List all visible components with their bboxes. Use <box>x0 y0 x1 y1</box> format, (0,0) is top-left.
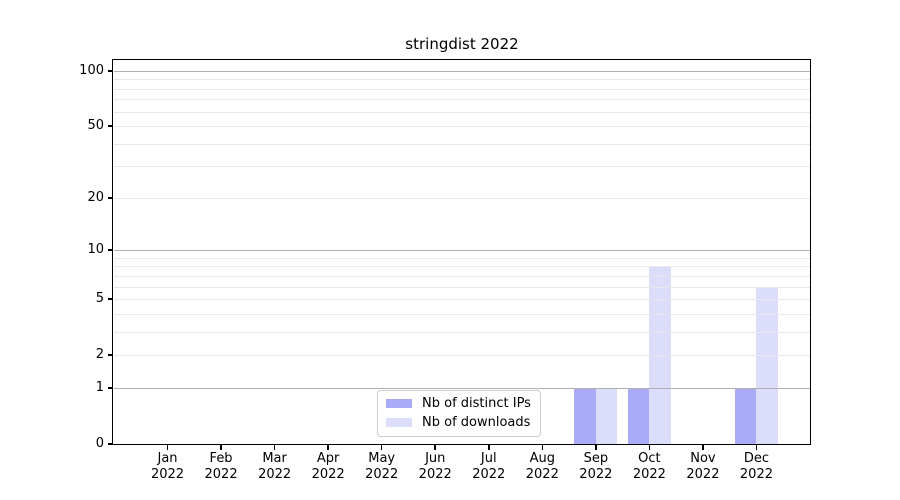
x-axis-tick <box>166 445 169 450</box>
x-tick-label: Feb 2022 <box>189 451 253 483</box>
x-tick-label: Oct 2022 <box>617 451 681 483</box>
x-tick-month: Dec <box>743 451 770 466</box>
legend-label-distinct-ips: Nb of distinct IPs <box>422 396 531 411</box>
legend: Nb of distinct IPs Nb of downloads <box>377 390 541 437</box>
bar-downloads <box>595 387 618 444</box>
y-axis-tick <box>108 197 113 199</box>
gridline-minor <box>114 355 810 357</box>
x-tick-label: Mar 2022 <box>243 451 307 483</box>
x-tick-month: Nov <box>690 451 716 466</box>
gridline-minor <box>114 313 810 315</box>
bar-distinct-ips <box>627 387 650 444</box>
x-axis-tick <box>755 445 758 450</box>
gridline-major <box>114 387 810 389</box>
x-tick-label: Jun 2022 <box>403 451 467 483</box>
x-tick-label: May 2022 <box>350 451 414 483</box>
legend-label-downloads: Nb of downloads <box>422 415 531 430</box>
x-axis-tick <box>541 445 544 450</box>
gridline-minor <box>114 111 810 113</box>
x-tick-month: Feb <box>209 451 233 466</box>
x-tick-year: 2022 <box>311 467 345 482</box>
y-tick-label: 20 <box>87 189 104 205</box>
gridline-minor <box>114 197 810 199</box>
x-tick-year: 2022 <box>204 467 238 482</box>
gridline-major <box>114 70 810 72</box>
bar-distinct-ips <box>734 387 757 444</box>
x-tick-year: 2022 <box>418 467 452 482</box>
y-tick-label: 2 <box>95 347 104 363</box>
gridline-minor <box>114 257 810 259</box>
gridline-minor <box>114 88 810 90</box>
x-tick-label: Sep 2022 <box>564 451 628 483</box>
legend-entry-distinct-ips: Nb of distinct IPs <box>386 396 531 411</box>
gridline-minor <box>114 266 810 268</box>
legend-swatch-distinct-ips <box>386 399 412 408</box>
x-tick-month: Sep <box>583 451 609 466</box>
x-tick-month: Jul <box>480 451 497 466</box>
x-axis-tick <box>595 445 597 450</box>
y-axis-tick <box>108 443 113 445</box>
x-tick-year: 2022 <box>258 467 292 482</box>
gridline-minor <box>114 286 810 288</box>
x-tick-month: Aug <box>529 451 555 466</box>
gridline-minor <box>114 99 810 101</box>
gridline-minor <box>114 79 810 81</box>
gridline-minor <box>114 166 810 168</box>
x-tick-month: May <box>368 451 396 466</box>
plot-area <box>114 61 810 444</box>
x-tick-year: 2022 <box>632 467 666 482</box>
bar-downloads <box>649 266 671 444</box>
y-axis-tick <box>108 70 113 72</box>
y-tick-label: 100 <box>79 62 104 78</box>
x-tick-label: Jul 2022 <box>457 451 521 483</box>
x-axis-tick <box>488 445 490 450</box>
x-axis-tick <box>648 445 651 450</box>
y-axis-tick <box>108 354 113 356</box>
x-tick-label: Aug 2022 <box>510 451 574 483</box>
x-tick-label: Apr 2022 <box>296 451 360 483</box>
x-axis-tick <box>380 445 383 450</box>
legend-swatch-downloads <box>386 418 412 427</box>
x-axis-tick <box>702 445 704 450</box>
x-tick-year: 2022 <box>739 467 773 482</box>
x-tick-year: 2022 <box>472 467 506 482</box>
gridline-minor <box>114 143 810 145</box>
y-axis-tick <box>108 125 113 127</box>
x-tick-month: Oct <box>638 451 661 466</box>
y-axis-tick <box>108 387 113 389</box>
gridline-minor <box>114 331 810 333</box>
x-tick-label: Dec 2022 <box>724 451 788 483</box>
x-axis-tick <box>273 445 276 450</box>
gridline-minor <box>114 299 810 301</box>
x-tick-year: 2022 <box>365 467 399 482</box>
x-tick-month: Jun <box>425 451 446 466</box>
gridline-minor <box>114 275 810 277</box>
x-tick-month: Jan <box>157 451 178 466</box>
x-axis-tick <box>434 445 436 450</box>
x-axis-tick <box>220 445 222 450</box>
y-tick-label: 5 <box>95 291 104 307</box>
y-axis-tick <box>108 249 113 251</box>
bar-distinct-ips <box>574 387 596 444</box>
chart-title: stringdist 2022 <box>405 35 519 53</box>
x-tick-month: Mar <box>262 451 287 466</box>
x-tick-year: 2022 <box>579 467 613 482</box>
x-tick-label: Nov 2022 <box>671 451 735 483</box>
x-axis-tick <box>327 445 329 450</box>
y-axis-tick <box>108 298 113 300</box>
bar-downloads <box>756 286 778 444</box>
gridline-major <box>114 250 810 252</box>
x-tick-year: 2022 <box>150 467 185 482</box>
legend-entry-downloads: Nb of downloads <box>386 415 531 430</box>
y-tick-label: 10 <box>87 242 104 258</box>
y-tick-label: 1 <box>95 379 104 395</box>
y-tick-label: 50 <box>87 118 104 134</box>
y-tick-label: 0 <box>95 436 104 451</box>
x-tick-month: Apr <box>316 451 340 466</box>
x-tick-label: Jan 2022 <box>136 451 200 483</box>
x-tick-year: 2022 <box>686 467 720 482</box>
gridline-minor <box>114 126 810 128</box>
x-tick-year: 2022 <box>525 467 559 482</box>
